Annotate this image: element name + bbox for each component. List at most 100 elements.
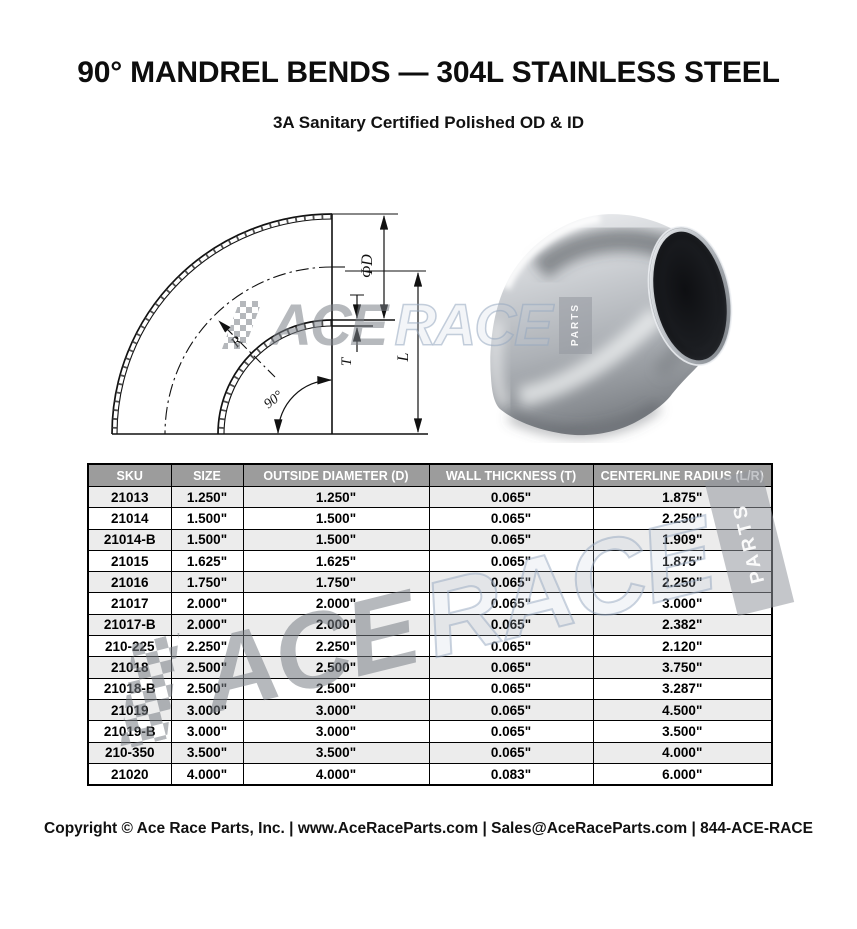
column-header: WALL THICKNESS (T) (428, 463, 594, 487)
table-cell: 0.065" (428, 592, 594, 615)
table-cell: 21020 (87, 762, 172, 786)
table-cell: 1.500" (170, 507, 244, 530)
table-cell: 21017-B (87, 613, 172, 637)
table-cell: 2.000" (170, 592, 244, 615)
pipe-opening (649, 228, 731, 364)
table-cell: 0.065" (428, 677, 594, 700)
table-cell: 21015 (87, 549, 172, 573)
table-row: 21015 1.625" 1.625" 0.065" 1.875" (87, 549, 773, 573)
table-cell: 0.083" (428, 762, 594, 786)
radius-leader-line (218, 320, 276, 378)
table-cell: 2.250" (592, 507, 773, 530)
table-row: 21020 4.000" 4.000" 0.083" 6.000" (87, 762, 773, 786)
thickness-label: T (339, 356, 355, 366)
table-cell: 0.065" (428, 698, 594, 722)
table-cell: 2.382" (592, 613, 773, 637)
table-body: 21013 1.250" 1.250" 0.065" 1.875" 21014 1.500"… (87, 485, 773, 786)
product-photo-elbow (489, 213, 733, 438)
table-cell: 1.875" (592, 485, 773, 509)
radius-label: R (227, 333, 246, 351)
table-cell: 2.120" (592, 635, 773, 658)
table-cell: 3.000" (592, 592, 773, 615)
table-cell: 1.875" (592, 549, 773, 573)
angle-arc (274, 376, 333, 435)
table-row: 21016 1.750" 1.750" 0.065" 2.250" (87, 571, 773, 594)
bend-dimension-diagram: ΦD T L R 90° (111, 213, 428, 435)
table-cell: 4.000" (242, 762, 430, 786)
centerline-arc (164, 266, 333, 435)
table-cell: 0.065" (428, 720, 594, 743)
table-cell: 0.065" (428, 741, 594, 764)
table-row: 21018 2.500" 2.500" 0.065" 3.750" (87, 656, 773, 679)
table-row: 21013 1.250" 1.250" 0.065" 1.875" (87, 485, 773, 509)
table-cell: 21019 (87, 698, 172, 722)
table-cell: 0.065" (428, 507, 594, 530)
table-cell: 0.065" (428, 528, 594, 551)
diameter-label: ΦD (359, 254, 376, 278)
column-header: OUTSIDE DIAMETER (D) (242, 463, 430, 487)
table-cell: 21014 (87, 507, 172, 530)
outer-wall-arc (111, 213, 333, 435)
table-cell: 2.500" (242, 677, 430, 700)
table-cell: 21016 (87, 571, 172, 594)
table-cell: 3.500" (242, 741, 430, 764)
table-cell: 1.625" (170, 549, 244, 573)
table-cell: 2.500" (170, 677, 244, 700)
table-cell: 0.065" (428, 571, 594, 594)
table-cell: 21019-B (87, 720, 172, 743)
table-cell: 21018 (87, 656, 172, 679)
table-cell: 21018-B (87, 677, 172, 700)
table-cell: 3.000" (242, 720, 430, 743)
table-cell: 0.065" (428, 635, 594, 658)
inner-wall-arc (217, 319, 333, 435)
table-cell: 2.500" (170, 656, 244, 679)
table-cell: 0.065" (428, 549, 594, 573)
angle-label: 90° (262, 388, 287, 412)
table-cell: 1.750" (170, 571, 244, 594)
table-cell: 1.500" (242, 528, 430, 551)
table-cell: 0.065" (428, 485, 594, 509)
table-cell: 1.500" (170, 528, 244, 551)
table-cell: 2.000" (170, 613, 244, 637)
table-row: 21014 1.500" 1.500" 0.065" 2.250" (87, 507, 773, 530)
table-row: 21017-B 2.000" 2.000" 0.065" 2.382" (87, 613, 773, 637)
spec-table: SKU SIZE OUTSIDE DIAMETER (D) WALL THICKNES… (87, 463, 773, 787)
table-cell: 4.000" (170, 762, 244, 786)
table-cell: 1.250" (242, 485, 430, 509)
table-cell: 21017 (87, 592, 172, 615)
table-cell: 1.500" (242, 507, 430, 530)
column-header: SIZE (170, 463, 244, 487)
table-row: 210-350 3.500" 3.500" 0.065" 4.000" (87, 741, 773, 764)
table-cell: 1.625" (242, 549, 430, 573)
table-cell: 2.250" (592, 571, 773, 594)
table-row: 21018-B 2.500" 2.500" 0.065" 3.287" (87, 677, 773, 700)
table-cell: 21014-B (87, 528, 172, 551)
inner-wall-hatch (218, 320, 333, 435)
table-row: 21014-B 1.500" 1.500" 0.065" 1.909" (87, 528, 773, 551)
table-cell: 3.500" (170, 741, 244, 764)
table-cell: 3.000" (170, 698, 244, 722)
table-cell: 4.500" (592, 698, 773, 722)
table-cell: 0.065" (428, 656, 594, 679)
table-cell: 4.000" (592, 741, 773, 764)
table-cell: 2.250" (170, 635, 244, 658)
column-header: CENTERLINE RADIUS (L/R) (592, 463, 773, 487)
page-title: 90° MANDREL BENDS — 304L STAINLESS STEEL (77, 56, 780, 89)
table-cell: 1.750" (242, 571, 430, 594)
table-header-row: SKU SIZE OUTSIDE DIAMETER (D) WALL THICKNES… (87, 463, 773, 487)
page-footer: Copyright © Ace Race Parts, Inc. | www.A… (44, 820, 813, 837)
table-cell: 0.065" (428, 613, 594, 637)
page-subtitle: 3A Sanitary Certified Polished OD & ID (272, 113, 585, 132)
table-cell: 3.000" (242, 698, 430, 722)
table-cell: 210-225 (87, 635, 172, 658)
table-cell: 210-350 (87, 741, 172, 764)
length-label: L (395, 352, 412, 362)
table-cell: 21013 (87, 485, 172, 509)
table-cell: 3.000" (170, 720, 244, 743)
table-cell: 3.500" (592, 720, 773, 743)
table-cell: 1.909" (592, 528, 773, 551)
table-cell: 2.250" (242, 635, 430, 658)
table-cell: 2.000" (242, 592, 430, 615)
table-row: 21017 2.000" 2.000" 0.065" 3.000" (87, 592, 773, 615)
